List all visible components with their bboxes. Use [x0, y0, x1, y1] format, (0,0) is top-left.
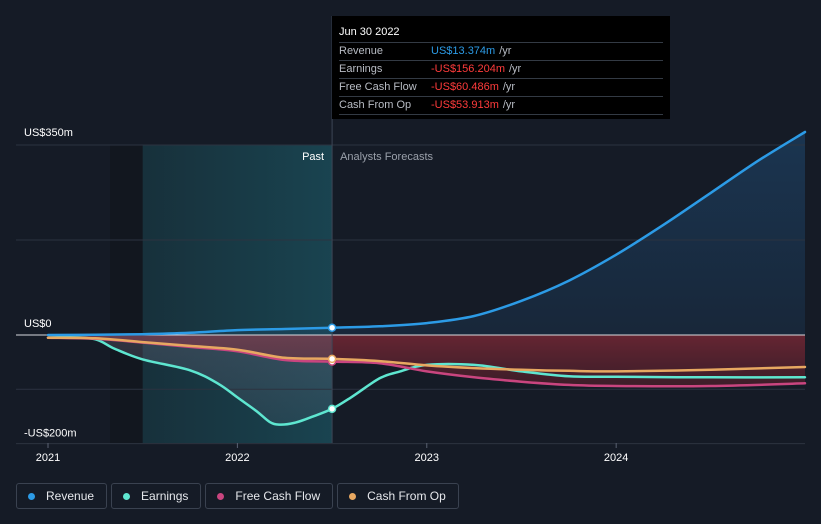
past-label: Past: [302, 151, 324, 163]
tooltip-value: -US$53.913m: [431, 99, 499, 111]
legend-dot-icon: [28, 492, 35, 500]
tooltip-unit: /yr: [509, 63, 522, 75]
tooltip-unit: /yr: [499, 45, 512, 57]
legend-label: Cash From Op: [367, 489, 446, 503]
x-tick-label: 2021: [36, 452, 60, 464]
series-line-cash-from-op: [46, 336, 807, 373]
legend-item-free-cash-flow[interactable]: Free Cash Flow: [205, 483, 334, 509]
legend-item-earnings[interactable]: Earnings: [111, 483, 202, 509]
legend-dot-icon: [349, 492, 357, 500]
tooltip-unit: /yr: [502, 99, 516, 111]
legend-dot-icon: [217, 492, 225, 500]
marker-earnings: [327, 404, 337, 414]
earnings-area: [48, 335, 334, 425]
series-line-earnings: [46, 335, 807, 426]
tooltip-label: Earnings: [339, 63, 383, 75]
legend-label: Earnings: [141, 489, 189, 503]
tooltip-unit: /yr: [502, 81, 516, 93]
tooltip: Jun 30 2022 Revenue US$13.374m /yr Earni…: [332, 16, 670, 119]
legend: Revenue Earnings Free Cash Flow Cash Fro…: [16, 483, 459, 511]
forecast-label: Analysts Forecasts: [340, 151, 433, 163]
legend-label: Free Cash Flow: [235, 489, 321, 503]
marker-revenue: [327, 323, 337, 332]
legend-item-cash-from-op[interactable]: Cash From Op: [337, 483, 459, 509]
tooltip-label: Cash From Op: [339, 99, 412, 111]
revenue-area: [48, 132, 805, 335]
tooltip-row-cash-from-op: Cash From Op -US$53.913m /yr: [339, 97, 663, 115]
series-line-revenue: [46, 130, 807, 337]
legend-label: Revenue: [46, 489, 95, 503]
x-tick-label: 2024: [604, 452, 628, 464]
tooltip-date: Jun 30 2022: [339, 22, 663, 43]
y-tick-label: US$0: [24, 318, 52, 330]
tooltip-value: -US$156.204m: [431, 63, 505, 75]
tooltip-row-free-cash-flow: Free Cash Flow -US$60.486m /yr: [339, 79, 663, 97]
tooltip-value: -US$60.486m: [431, 81, 499, 93]
tooltip-label: Revenue: [339, 45, 384, 57]
legend-dot-icon: [123, 492, 131, 500]
tooltip-row-revenue: Revenue US$13.374m /yr: [339, 43, 663, 61]
x-tick-label: 2023: [415, 452, 439, 464]
tooltip-label: Free Cash Flow: [339, 81, 417, 93]
tooltip-row-earnings: Earnings -US$156.204m /yr: [339, 61, 663, 79]
y-tick-label: US$350m: [24, 127, 73, 139]
marker-cash-from-op: [327, 354, 337, 364]
tooltip-value: US$13.374m: [431, 45, 496, 57]
y-tick-label: -US$200m: [24, 428, 77, 440]
pre-past-band: [110, 145, 143, 443]
x-tick-label: 2022: [225, 452, 249, 464]
legend-item-revenue[interactable]: Revenue: [16, 483, 108, 509]
